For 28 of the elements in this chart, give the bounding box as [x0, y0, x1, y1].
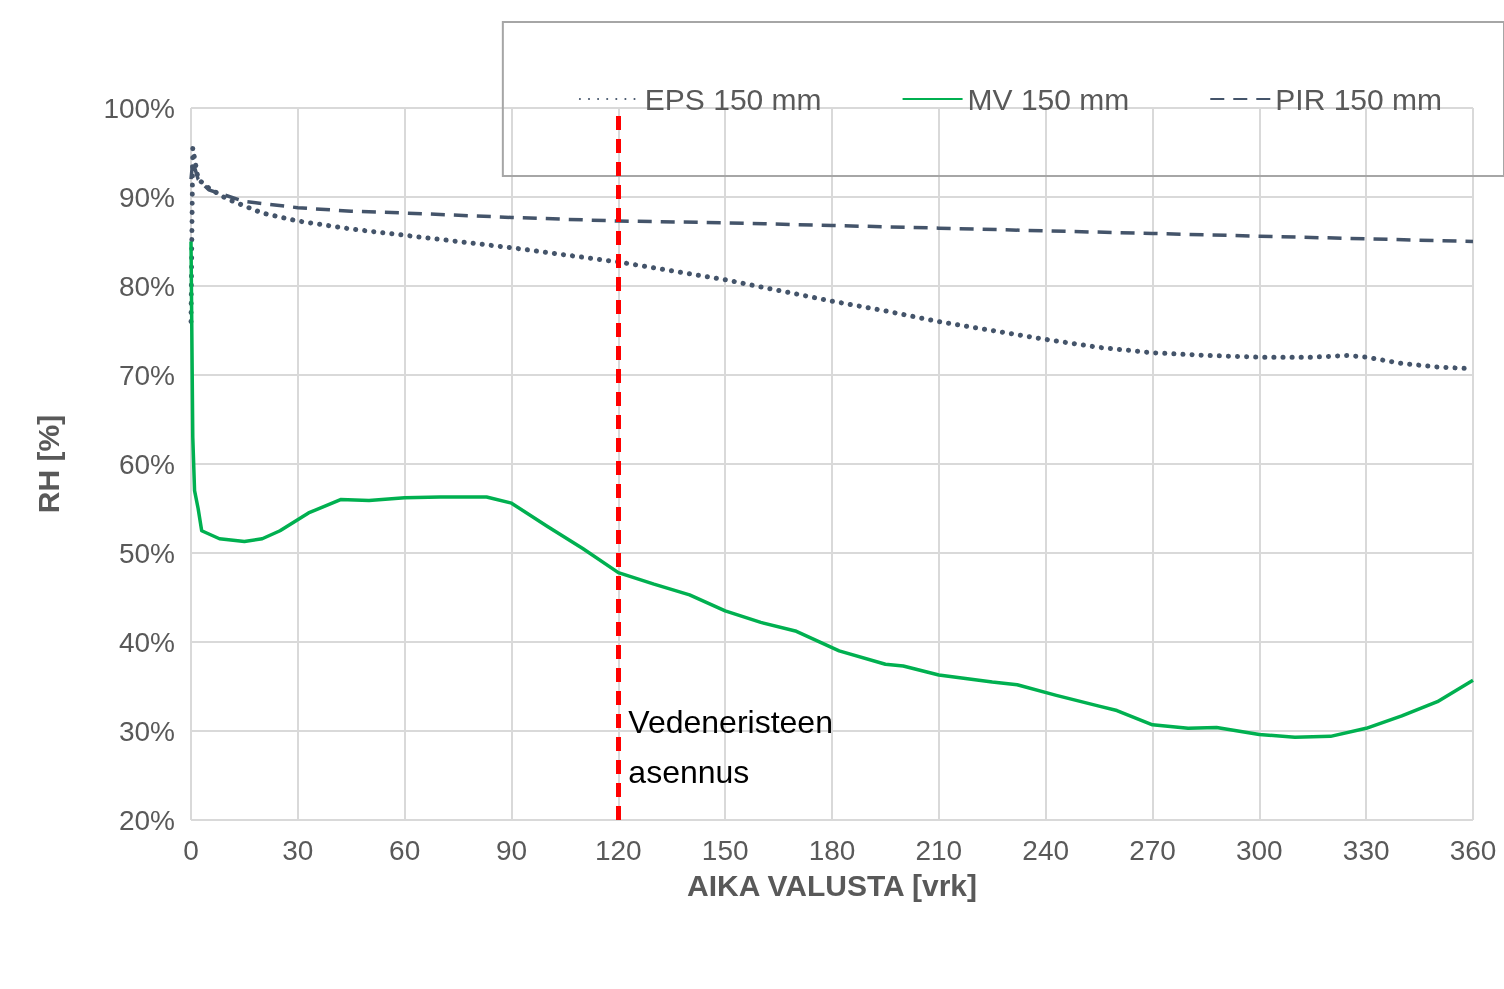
legend-label: EPS 150 mm — [644, 82, 822, 116]
ref-line-label: Vedeneristeen asennus — [628, 704, 833, 790]
x-tick-label: 150 — [701, 834, 749, 866]
x-tick-label: 90 — [495, 834, 528, 866]
y-tick-label: 80% — [118, 270, 175, 302]
x-tick-label: 120 — [594, 834, 642, 866]
x-tick-label: 330 — [1342, 834, 1390, 866]
y-tick-label: 20% — [118, 804, 175, 836]
x-tick-label: 30 — [282, 834, 314, 866]
x-tick-label: 210 — [915, 834, 963, 866]
x-tick-label: 240 — [1022, 834, 1070, 866]
y-tick-label: 60% — [118, 448, 175, 480]
y-tick-label: 70% — [118, 359, 175, 391]
y-tick-label: 50% — [118, 537, 175, 569]
x-tick-label: 300 — [1235, 834, 1283, 866]
x-tick-label: 360 — [1449, 834, 1497, 866]
x-tick-label: 0 — [183, 834, 199, 866]
legend-label: PIR 150 mm — [1275, 82, 1442, 116]
y-tick-label: 90% — [118, 181, 175, 213]
y-axis-title: RH [%] — [31, 414, 65, 514]
x-tick-label: 180 — [808, 834, 856, 866]
legend-label: MV 150 mm — [967, 82, 1130, 116]
y-tick-label: 40% — [118, 626, 175, 658]
x-tick-label: 60 — [389, 834, 421, 866]
y-tick-label: 30% — [118, 715, 175, 747]
x-axis-title: AIKA VALUSTA [vrk] — [686, 868, 978, 902]
y-tick-label: 100% — [103, 92, 175, 124]
x-tick-label: 270 — [1129, 834, 1176, 866]
